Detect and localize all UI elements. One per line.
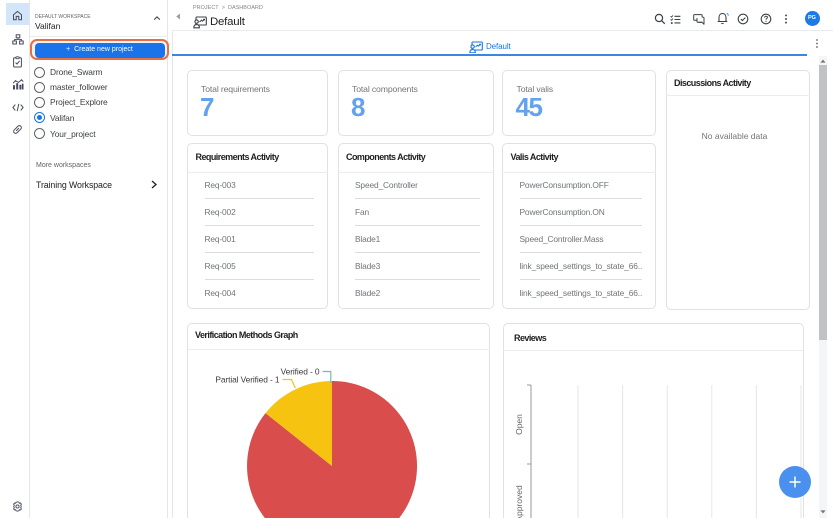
svg-text:Approved: Approved [514,485,524,518]
svg-text:Open: Open [514,414,524,435]
svg-text:Partial Verified - 1: Partial Verified - 1 [215,375,280,385]
svg-text:Verified - 0: Verified - 0 [281,367,320,377]
